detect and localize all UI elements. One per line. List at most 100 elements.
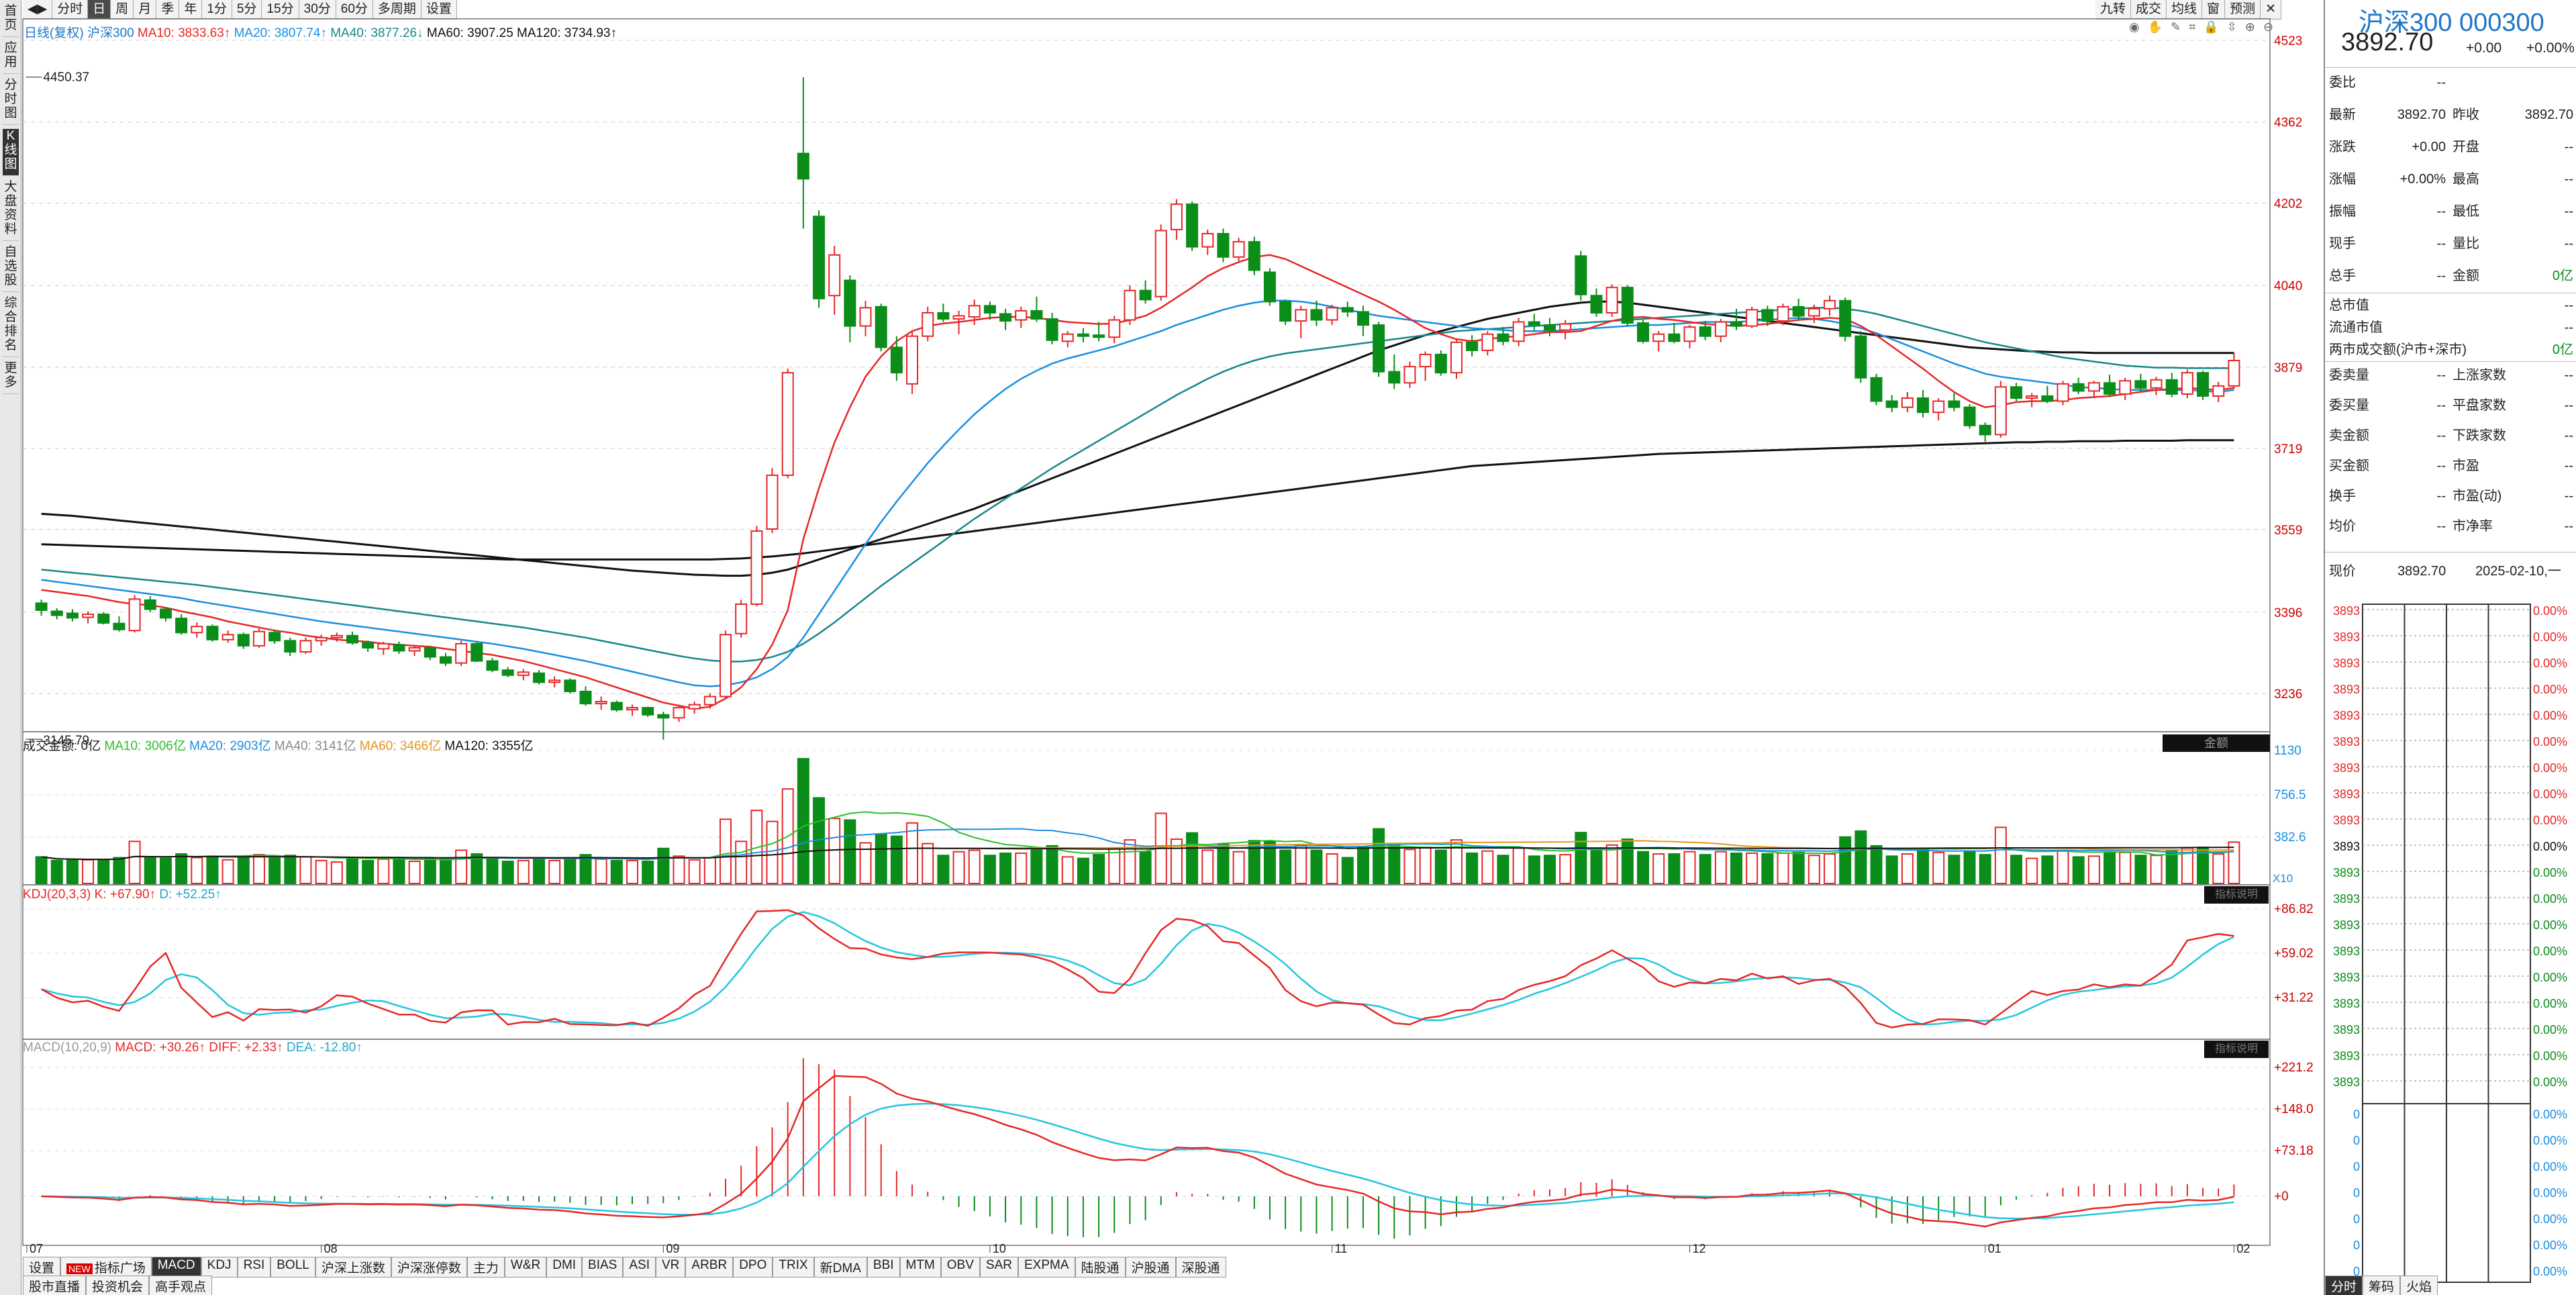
bottom-link-1[interactable]: 投资机会 (86, 1276, 150, 1295)
period-tab-1[interactable]: 日 (88, 0, 111, 19)
candle[interactable] (191, 622, 203, 638)
candle[interactable] (875, 303, 887, 352)
candle[interactable] (1124, 285, 1136, 326)
candle[interactable] (1466, 335, 1479, 356)
candle[interactable] (1356, 305, 1369, 336)
candle[interactable] (2072, 377, 2085, 394)
candle[interactable] (968, 299, 981, 326)
macd-help-button[interactable]: 指标说明 (2204, 1041, 2269, 1058)
candle[interactable] (1963, 404, 1976, 429)
candle[interactable] (2181, 369, 2193, 398)
indicator-tab-9[interactable]: W&R (504, 1257, 547, 1278)
candle[interactable] (1481, 331, 1494, 356)
period-tab-5[interactable]: 年 (179, 0, 203, 19)
candle[interactable] (1170, 199, 1183, 240)
candle[interactable] (1419, 351, 1432, 381)
nav-arrows[interactable]: ◀▶ (23, 0, 53, 19)
candle[interactable] (1885, 395, 1898, 413)
sidebar-item-1[interactable]: 应用 (3, 41, 19, 74)
indicator-tab-11[interactable]: BIAS (582, 1257, 624, 1278)
candle[interactable] (1824, 295, 1836, 316)
window-close-icon[interactable]: ✕ (2261, 0, 2281, 19)
candle[interactable] (144, 595, 156, 613)
sidebar-item-0[interactable]: 首页 (3, 4, 19, 37)
candle[interactable] (1030, 296, 1043, 322)
candle[interactable] (766, 468, 779, 534)
period-tab-12[interactable]: 设置 (421, 0, 457, 19)
candle[interactable] (2026, 393, 2038, 407)
candle[interactable] (408, 645, 421, 657)
candle[interactable] (703, 693, 716, 709)
candle[interactable] (735, 599, 748, 638)
indicator-tab-19[interactable]: MTM (899, 1257, 941, 1278)
candle[interactable] (673, 704, 685, 722)
candle[interactable] (1341, 301, 1354, 318)
candle[interactable] (548, 676, 561, 687)
candle[interactable] (66, 609, 79, 622)
period-tab-6[interactable]: 1分 (202, 0, 232, 19)
candle[interactable] (688, 702, 701, 714)
candle[interactable] (1093, 322, 1105, 342)
period-tab-7[interactable]: 5分 (232, 0, 262, 19)
indicator-tab-5[interactable]: BOLL (270, 1257, 315, 1278)
candle[interactable] (2010, 383, 2023, 401)
eye-icon[interactable]: ◉ (2129, 20, 2140, 34)
indicator-tab-2[interactable]: MACD (151, 1257, 201, 1278)
candle[interactable] (1388, 354, 1401, 389)
candle[interactable] (1714, 319, 1727, 342)
indicator-tab-25[interactable]: 深股通 (1175, 1257, 1226, 1278)
candle[interactable] (501, 667, 514, 677)
candle[interactable] (439, 653, 452, 667)
candle[interactable] (315, 634, 328, 646)
candle[interactable] (424, 645, 436, 661)
candle[interactable] (1139, 280, 1152, 304)
candle[interactable] (1699, 321, 1712, 340)
candle[interactable] (1310, 300, 1323, 326)
indicator-tab-4[interactable]: RSI (237, 1257, 271, 1278)
candle[interactable] (1248, 236, 1260, 276)
candle[interactable] (1901, 391, 1914, 413)
candle[interactable] (299, 637, 312, 655)
candle[interactable] (642, 706, 654, 717)
hand-icon[interactable]: ✋ (2147, 20, 2163, 34)
indicator-tab-16[interactable]: TRIX (773, 1257, 814, 1278)
lock-icon[interactable]: 🔒 (2203, 20, 2219, 34)
sidebar-item-3[interactable]: K线图 (3, 129, 19, 176)
candle[interactable] (1636, 320, 1649, 344)
candle[interactable] (1373, 322, 1385, 377)
indicator-tab-21[interactable]: SAR (979, 1257, 1018, 1278)
candle[interactable] (1621, 285, 1634, 326)
candle[interactable] (268, 629, 281, 644)
candle[interactable] (1077, 328, 1089, 342)
sidebar-item-2[interactable]: 分时图 (3, 78, 19, 125)
period-tab-9[interactable]: 30分 (299, 0, 336, 19)
kdj-help-button[interactable]: 指标说明 (2204, 886, 2269, 904)
candle[interactable] (1450, 339, 1463, 379)
period-tab-11[interactable]: 多周期 (373, 0, 422, 19)
indicator-tab-1[interactable]: NEW 指标广场 (60, 1257, 152, 1278)
candle[interactable] (35, 599, 48, 616)
candle[interactable] (1434, 350, 1447, 376)
candle[interactable] (1777, 303, 1789, 326)
candle[interactable] (937, 303, 950, 322)
candle[interactable] (844, 275, 856, 342)
panel-tab-2[interactable]: 火焰 (2400, 1276, 2438, 1295)
candle[interactable] (1917, 389, 1930, 418)
candle[interactable] (1575, 250, 1587, 301)
indicator-tab-15[interactable]: DPO (733, 1257, 773, 1278)
vol-metric-dropdown[interactable]: 金额 (2163, 734, 2270, 752)
candle[interactable] (1979, 422, 1991, 442)
candle[interactable] (1839, 297, 1852, 342)
candle[interactable] (1046, 312, 1058, 344)
candle[interactable] (1948, 393, 1961, 412)
candle[interactable] (1543, 318, 1556, 336)
candle[interactable] (377, 641, 390, 655)
candle[interactable] (657, 712, 670, 740)
candle[interactable] (532, 670, 545, 685)
candle[interactable] (1279, 299, 1292, 326)
candle[interactable] (781, 369, 794, 479)
candle[interactable] (797, 77, 809, 229)
candle[interactable] (626, 704, 639, 716)
candle[interactable] (890, 336, 903, 381)
candle[interactable] (1108, 316, 1121, 344)
